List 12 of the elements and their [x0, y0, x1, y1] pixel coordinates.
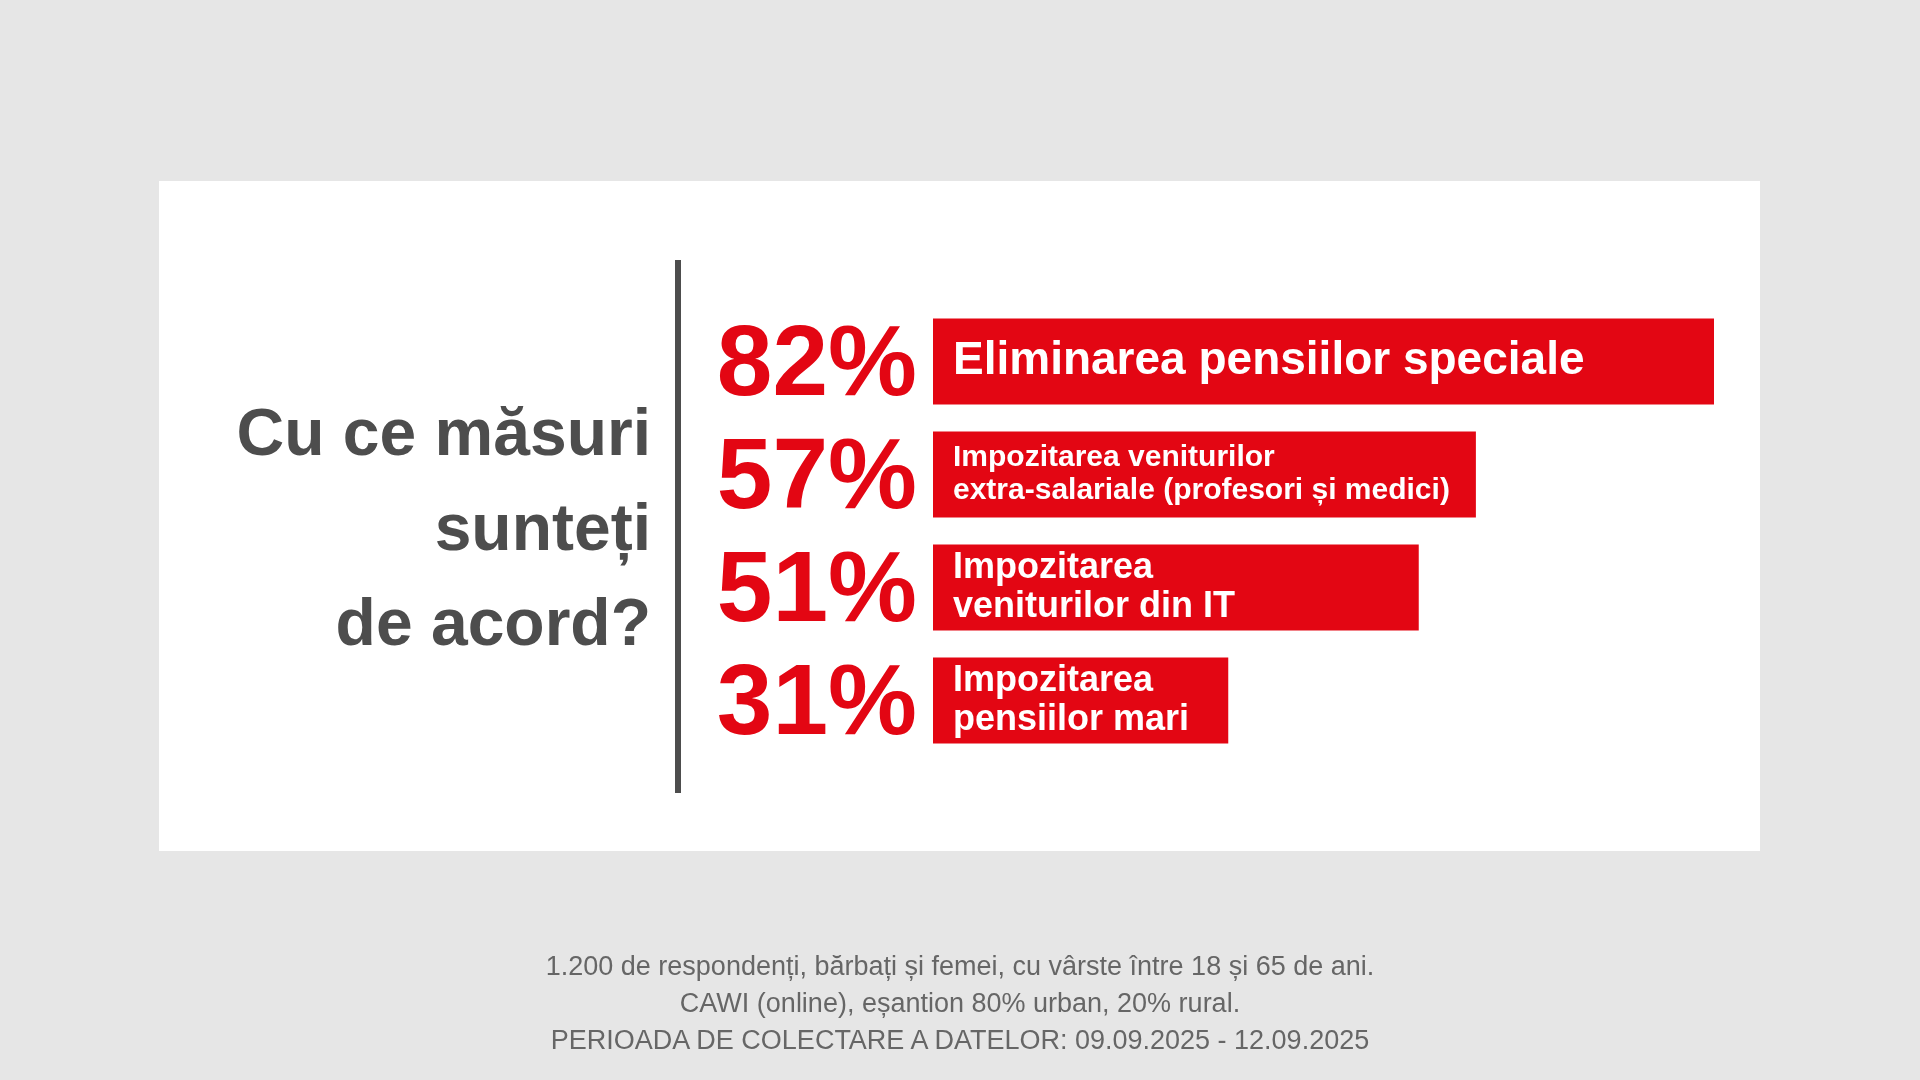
y-tick-label: Impozitarea pensiilor mari	[953, 657, 1190, 739]
text: CAWI (online), eșantion 80% urban, 20% rural.	[678, 987, 1242, 1020]
data-label: 51%	[716, 530, 917, 643]
data-label: 57%	[716, 417, 917, 530]
y-tick-label: Impozitarea veniturilor din IT	[953, 544, 1236, 626]
y-tick-label: Eliminarea pensiilor speciale	[953, 332, 1585, 385]
text: Cu ce măsuri sunteți de acord?	[236, 394, 651, 661]
data-label: 82%	[716, 304, 917, 417]
text: 1.200 de respondenți, bărbați și femei, cu vârste între 18 și 65 de ani.	[544, 950, 1376, 983]
y-tick-label: Impozitarea veniturilor extra-salariale (profesori și medici)	[953, 439, 1450, 507]
data-label: 31%	[716, 643, 917, 756]
text: PERIOADA DE COLECTARE A DATELOR: 09.09.2025 - 12.09.2025	[549, 1024, 1371, 1057]
